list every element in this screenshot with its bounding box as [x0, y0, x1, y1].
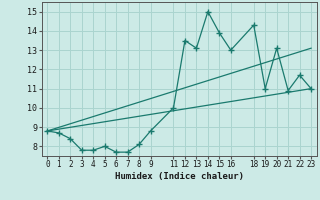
X-axis label: Humidex (Indice chaleur): Humidex (Indice chaleur)	[115, 172, 244, 181]
